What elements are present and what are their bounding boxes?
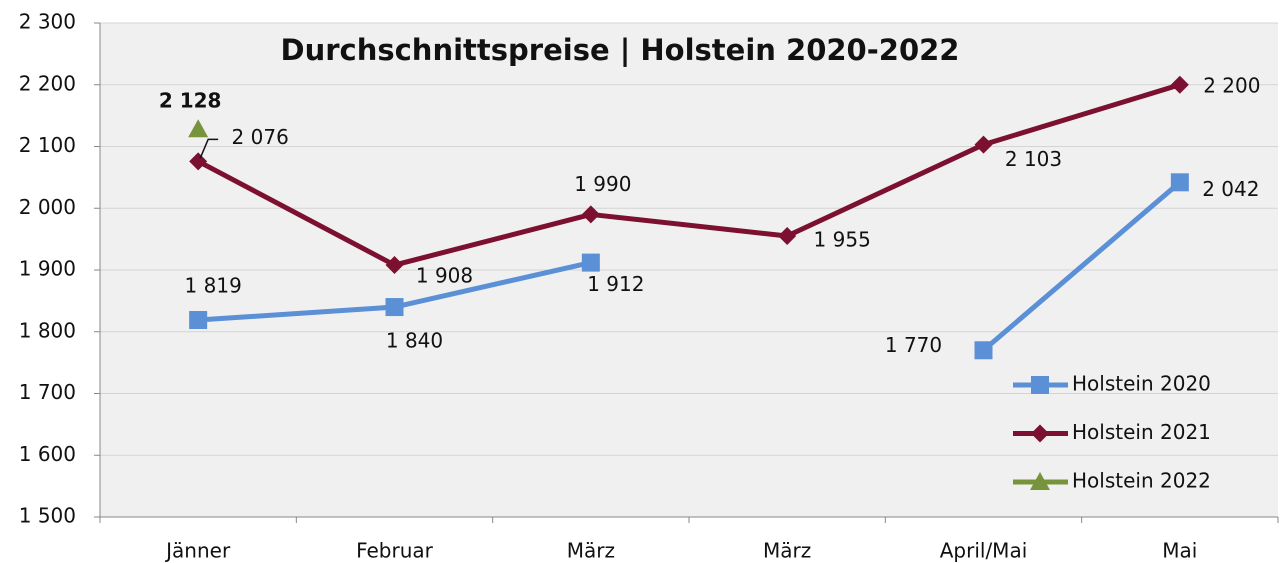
data-point [581, 205, 600, 224]
y-tick-label: 2 100 [19, 133, 76, 157]
chart-title: Durchschnittspreise | Holstein 2020-2022 [281, 33, 960, 67]
data-point [189, 152, 208, 171]
x-tick-label: Jänner [164, 539, 231, 563]
data-label: 2 103 [1005, 147, 1062, 171]
data-label: 1 912 [587, 272, 644, 296]
x-tick-label: April/Mai [940, 539, 1028, 563]
y-tick-label: 1 800 [19, 318, 76, 342]
x-tick-label: März [567, 539, 615, 563]
data-point [189, 311, 208, 330]
data-point [581, 253, 600, 272]
data-label: 2 200 [1203, 73, 1260, 97]
data-label: 2 076 [232, 125, 289, 149]
data-point [1170, 173, 1189, 192]
series-line [981, 180, 1182, 353]
x-tick-label: Mai [1162, 539, 1197, 563]
legend-label: Holstein 2022 [1072, 469, 1211, 493]
y-tick-label: 2 200 [19, 71, 76, 95]
data-label: 1 840 [386, 329, 443, 353]
legend-marker [1030, 472, 1050, 490]
y-tick-label: 1 700 [19, 380, 76, 404]
data-label: 1 955 [814, 228, 871, 252]
data-label: 1 990 [574, 172, 631, 196]
x-tick-label: Februar [356, 539, 434, 563]
y-tick-label: 1 600 [19, 442, 76, 466]
legend-marker [1031, 376, 1049, 394]
legend-label: Holstein 2021 [1072, 420, 1211, 444]
data-point [385, 298, 404, 317]
y-tick-label: 2 000 [19, 195, 76, 219]
legend-marker [1031, 424, 1049, 443]
y-tick-label: 1 900 [19, 257, 76, 281]
data-point [974, 341, 993, 360]
y-tick-label: 2 300 [19, 10, 76, 34]
series-line [196, 82, 1181, 268]
data-point [1170, 75, 1189, 94]
data-point [188, 119, 209, 138]
data-label: 1 770 [885, 333, 942, 357]
legend-label: Holstein 2020 [1072, 372, 1211, 396]
data-label: 2 042 [1202, 177, 1259, 201]
data-point [778, 227, 797, 246]
data-label: 1 908 [416, 264, 473, 288]
data-point [974, 135, 993, 154]
leader-line [199, 138, 219, 159]
data-point [385, 256, 404, 275]
y-tick-label: 1 500 [19, 504, 76, 528]
x-tick-label: März [763, 539, 811, 563]
data-label: 1 819 [185, 274, 242, 298]
data-label: 2 128 [159, 89, 222, 113]
